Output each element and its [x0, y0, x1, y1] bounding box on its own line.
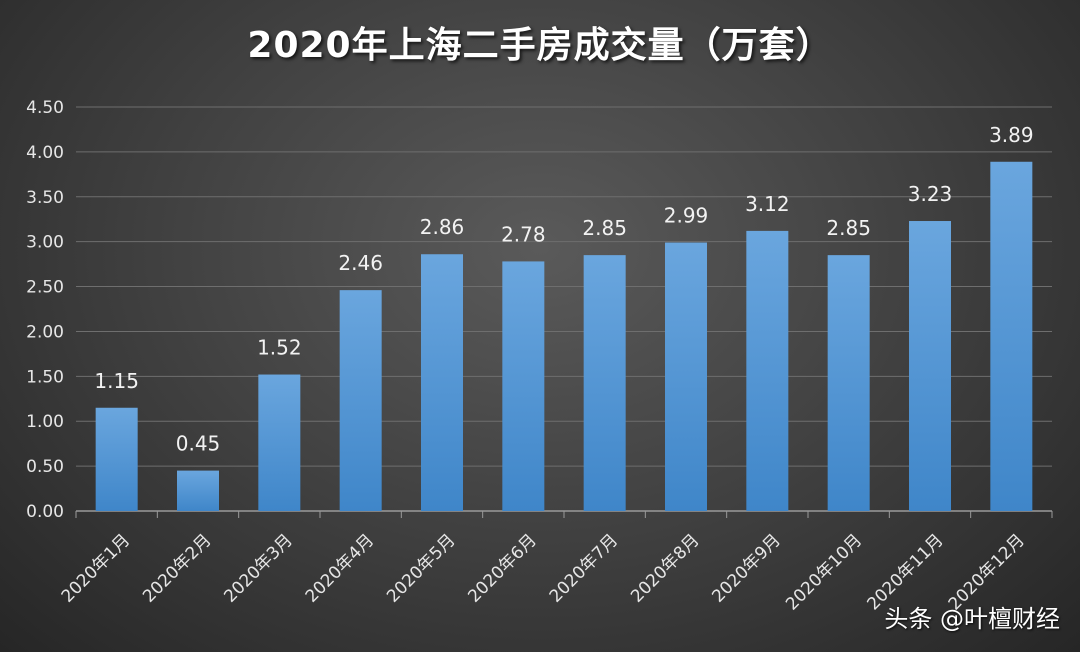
x-tick-label: 2020年2月 [139, 530, 215, 606]
bar [421, 254, 463, 512]
data-label: 2.78 [501, 222, 546, 246]
y-tick-label: 1.00 [26, 412, 64, 432]
x-tick-label: 2020年4月 [302, 530, 378, 606]
x-tick-label: 2020年3月 [220, 530, 296, 606]
data-label: 2.46 [338, 251, 383, 275]
x-tick-label: 2020年8月 [627, 530, 703, 606]
y-tick-label: 4.00 [26, 143, 64, 163]
bar [665, 242, 707, 511]
y-tick-labels: 0.00 0.50 1.00 1.50 2.00 2.50 3.00 3.50 4.00 4.50 [26, 98, 64, 522]
y-tick-label: 2.00 [26, 322, 64, 342]
data-label: 0.45 [176, 432, 221, 456]
bar [746, 230, 789, 512]
data-label: 2.85 [826, 216, 871, 240]
y-tick-label: 3.50 [26, 188, 64, 208]
y-tick-label: 3.00 [26, 233, 64, 253]
bar [990, 161, 1033, 511]
data-label: 3.23 [908, 182, 953, 206]
data-label: 2.85 [582, 216, 627, 240]
x-tick-label: 2020年7月 [546, 530, 622, 606]
data-label: 1.15 [94, 369, 139, 393]
chart-title: 2020年上海二手房成交量（万套） [247, 25, 833, 66]
bar [177, 470, 219, 511]
y-tick-label: 4.50 [26, 98, 64, 118]
axes [75, 510, 1053, 518]
data-label: 2.86 [420, 215, 465, 239]
y-tick-label: 0.00 [26, 502, 64, 522]
bar [339, 290, 382, 511]
data-label: 2.99 [664, 204, 709, 228]
y-tick-label: 0.50 [26, 457, 64, 477]
x-tick-label: 2020年10月 [782, 530, 866, 614]
data-label: 3.12 [745, 192, 790, 216]
bar [827, 255, 870, 511]
bar [95, 407, 138, 511]
x-tick-label: 2020年9月 [708, 530, 784, 606]
bar [258, 374, 301, 511]
bars [95, 161, 1033, 512]
data-label: 3.89 [989, 123, 1034, 147]
x-tick-label: 2020年1月 [58, 530, 134, 606]
x-tick-label: 2020年6月 [464, 530, 540, 606]
data-label: 1.52 [257, 336, 302, 360]
y-tick-label: 2.50 [26, 278, 64, 298]
x-tick-label: 2020年5月 [383, 530, 459, 606]
y-tick-label: 1.50 [26, 367, 64, 387]
bar [909, 221, 951, 512]
gridlines [76, 106, 1052, 467]
x-tick-labels: 2020年1月 2020年2月 2020年3月 2020年4月 2020年5月 2020年… [58, 530, 1029, 614]
bar [502, 261, 545, 511]
bar [583, 255, 626, 511]
data-labels: 1.15 0.45 1.52 2.46 2.86 2.78 2.85 2.99 3.12 2.85… [94, 123, 1033, 456]
watermark: 头条 @叶檀财经 [884, 605, 1060, 633]
